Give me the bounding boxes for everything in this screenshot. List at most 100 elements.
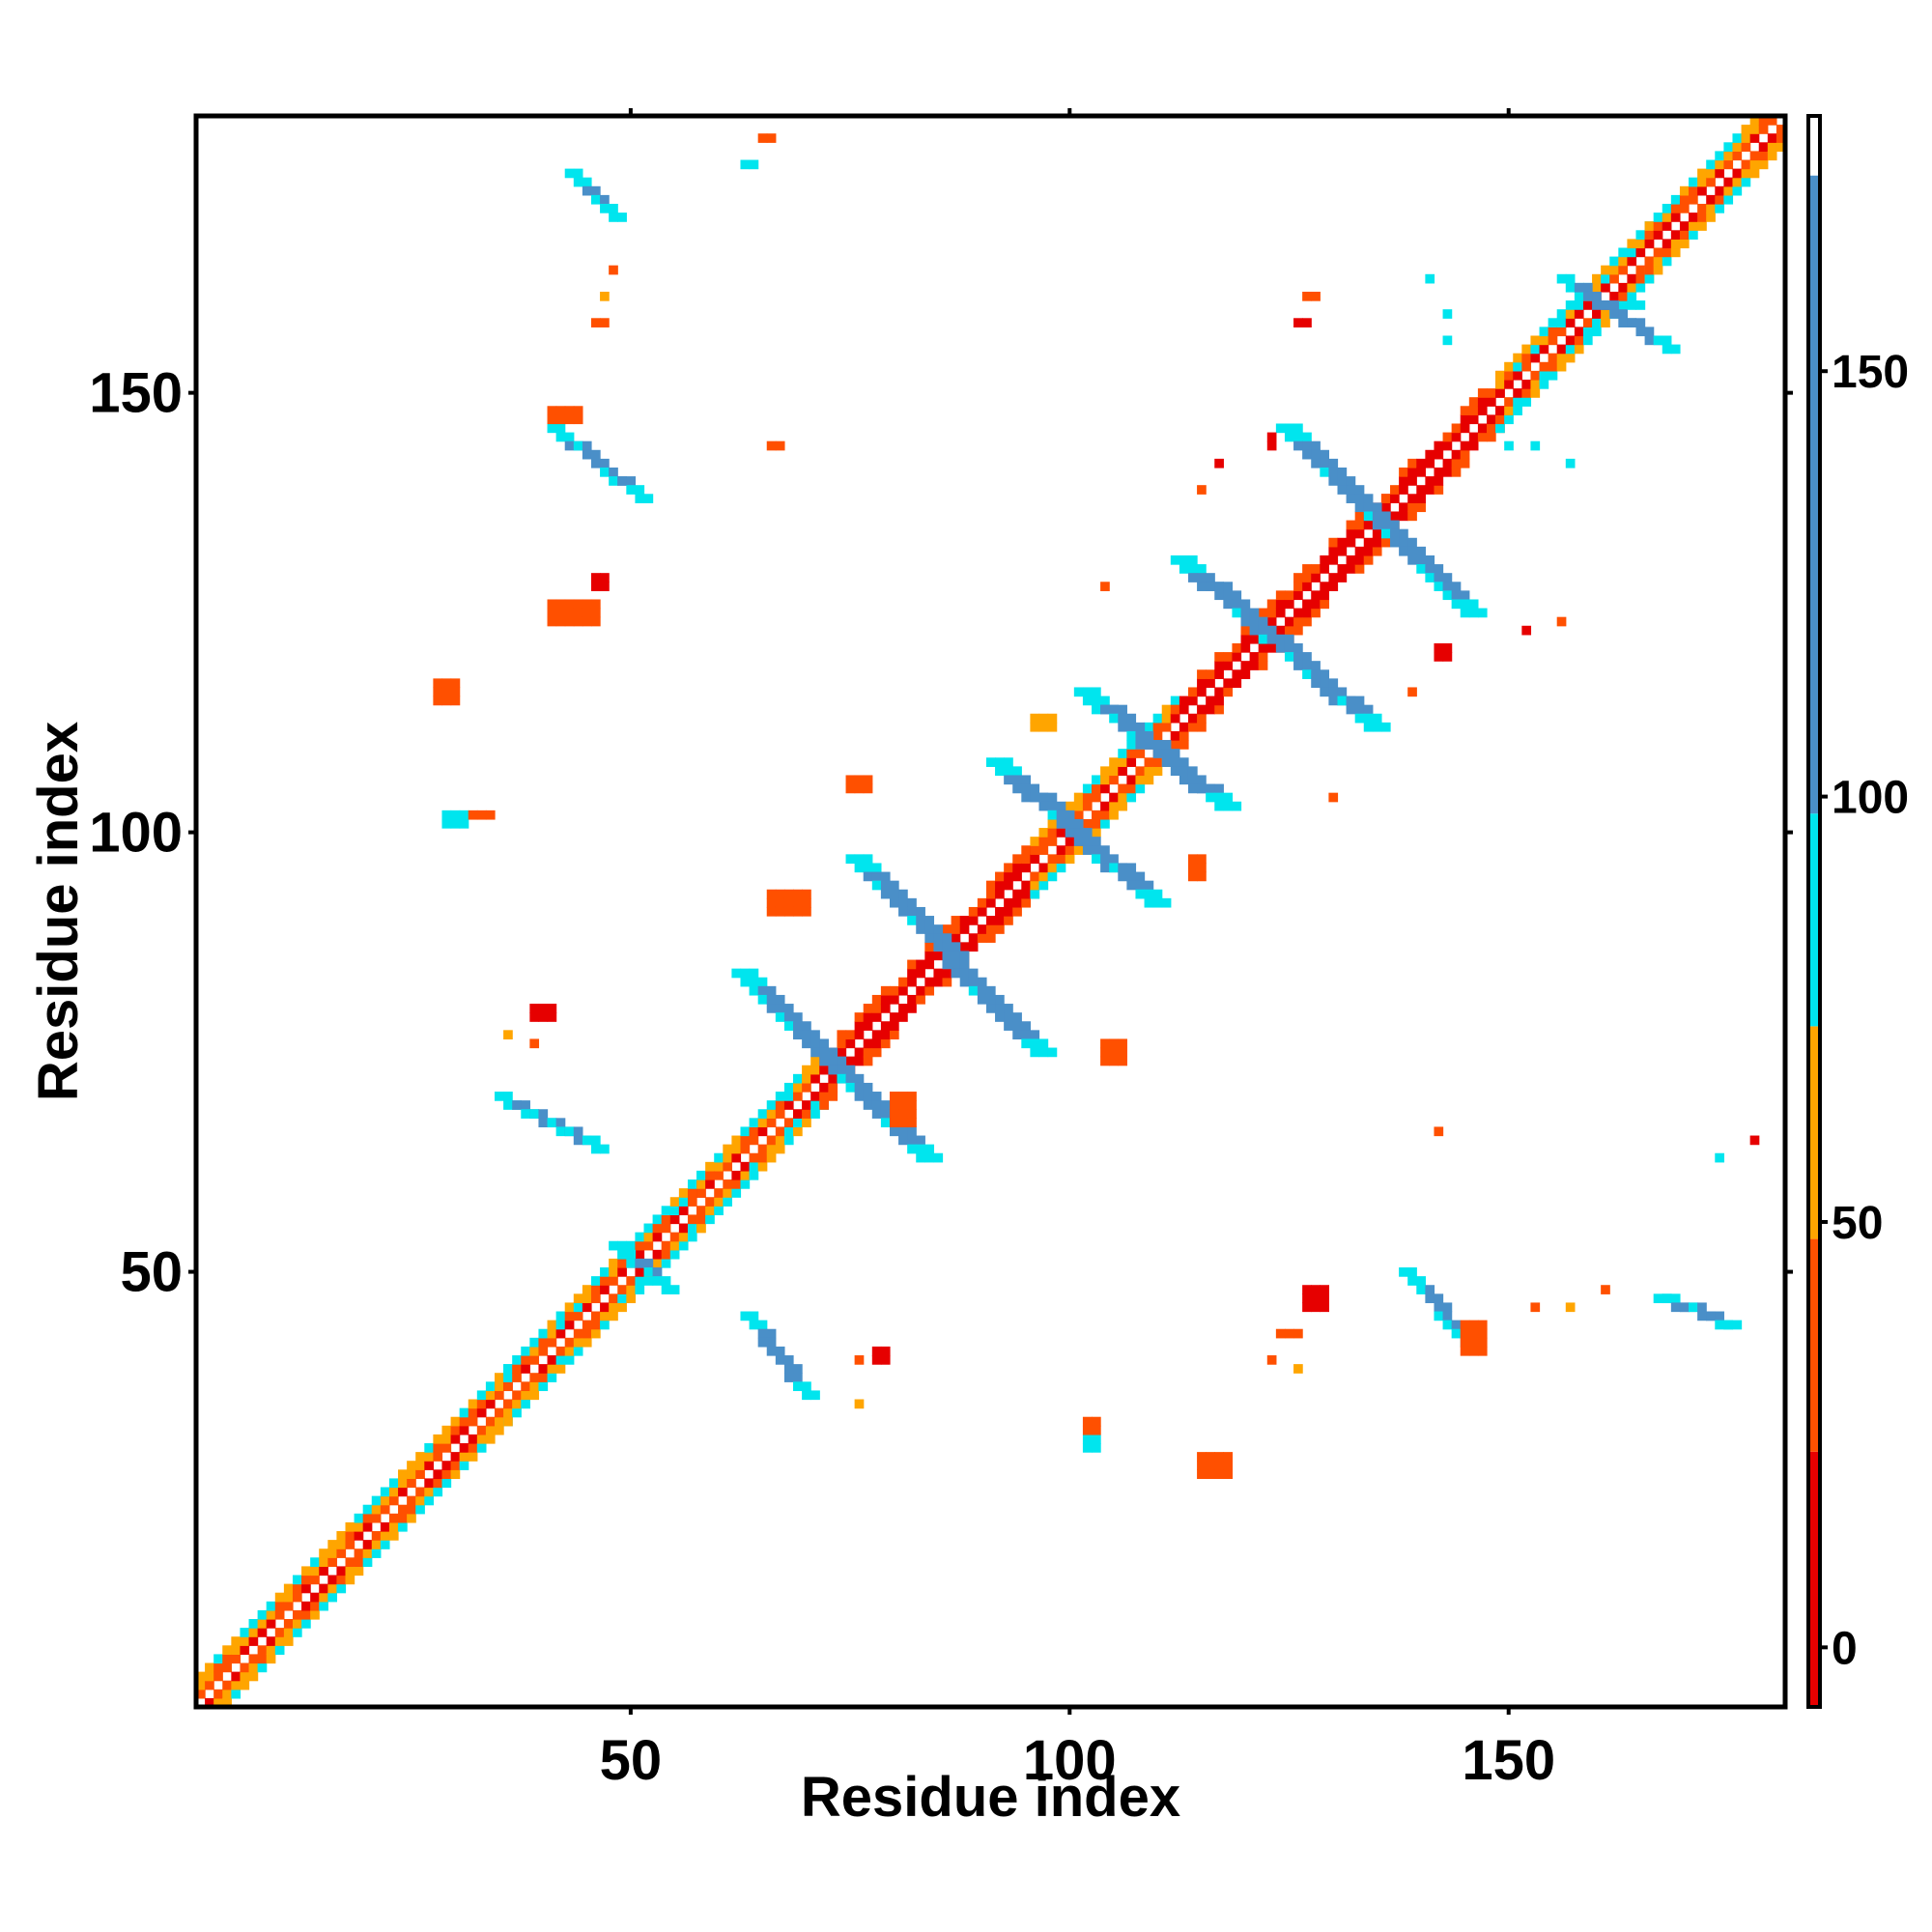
strand-contact-cell xyxy=(889,880,899,891)
diagonal-cell xyxy=(1407,458,1417,469)
diagonal-cell xyxy=(1468,432,1479,442)
diagonal-cell xyxy=(354,1513,364,1523)
contact-blob-cell xyxy=(1206,1461,1215,1470)
diagonal-cell xyxy=(924,951,935,961)
strand-contact-cell xyxy=(1012,1021,1022,1031)
diagonal-cell xyxy=(1556,318,1567,327)
diagonal-cell xyxy=(1092,818,1101,829)
diagonal-cell xyxy=(854,1047,865,1058)
strand-contact-cell xyxy=(1004,1004,1013,1013)
strand-contact-cell xyxy=(1187,554,1198,565)
contact-blob-cell xyxy=(1601,1285,1610,1294)
diagonal-cell xyxy=(529,1373,540,1382)
contact-blob-cell xyxy=(573,599,583,610)
contact-blob-cell xyxy=(775,440,785,451)
contact-blob-cell xyxy=(1206,1469,1215,1480)
diagonal-cell xyxy=(705,1206,715,1216)
strand-contact-cell xyxy=(1354,485,1365,495)
contact-blob-cell xyxy=(582,599,592,610)
diagonal-cell xyxy=(1092,810,1101,820)
diagonal-cell xyxy=(1741,125,1751,134)
strand-contact-cell xyxy=(521,1109,530,1119)
strand-contact-cell xyxy=(871,871,882,882)
contact-blob-cell xyxy=(1223,1461,1234,1470)
strand-contact-cell xyxy=(1320,669,1330,679)
diagonal-cell xyxy=(1565,300,1576,310)
strand-contact-cell xyxy=(1635,318,1646,327)
diagonal-cell xyxy=(837,1030,847,1040)
diagonal-cell xyxy=(301,1619,311,1629)
diagonal-cell xyxy=(283,1592,294,1603)
diagonal-cell xyxy=(968,933,979,943)
diagonal-cell xyxy=(766,1109,777,1119)
diagonal-cell xyxy=(1574,327,1584,337)
strand-contact-cell xyxy=(1346,704,1356,715)
diagonal-cell xyxy=(468,1416,478,1427)
diagonal-cell xyxy=(1644,230,1655,240)
strand-contact-cell xyxy=(652,1267,663,1277)
strand-contact-cell xyxy=(1372,511,1382,522)
strand-contact-cell xyxy=(1047,1047,1058,1058)
contact-blob-cell xyxy=(582,608,592,618)
diagonal-cell xyxy=(1662,239,1672,249)
strand-contact-cell xyxy=(1082,845,1093,855)
strand-contact-cell xyxy=(1565,273,1576,284)
diagonal-cell xyxy=(1187,687,1198,697)
diagonal-cell xyxy=(661,1214,671,1225)
diagonal-cell xyxy=(1073,792,1084,803)
diagonal-cell xyxy=(441,1469,452,1480)
diagonal-cell xyxy=(1126,740,1137,750)
diagonal-cell xyxy=(1662,213,1672,222)
diagonal-cell xyxy=(1214,696,1224,706)
diagonal-cell xyxy=(1679,221,1690,231)
diagonal-cell xyxy=(398,1478,408,1489)
diagonal-cell xyxy=(609,1293,618,1304)
diagonal-cell xyxy=(1662,256,1672,267)
diagonal-cell xyxy=(231,1671,242,1682)
contact-blob-cell xyxy=(468,810,478,820)
diagonal-cell xyxy=(529,1390,540,1401)
diagonal-cell xyxy=(951,924,961,934)
diagonal-cell xyxy=(1030,889,1040,899)
diagonal-cell xyxy=(362,1548,373,1558)
contact-blob-cell xyxy=(459,818,469,829)
diagonal-cell xyxy=(757,1126,768,1137)
diagonal-cell xyxy=(564,1320,575,1330)
strand-contact-cell xyxy=(863,854,873,865)
diagonal-cell xyxy=(196,1671,206,1682)
strand-contact-cell xyxy=(1346,494,1356,503)
strand-contact-cell xyxy=(1302,652,1312,662)
strand-contact-cell xyxy=(1653,335,1663,346)
contact-blob-cell xyxy=(1477,1337,1488,1348)
diagonal-cell xyxy=(1670,230,1681,240)
strand-contact-cell xyxy=(1223,582,1234,591)
strand-contact-cell xyxy=(1109,863,1119,873)
diagonal-cell xyxy=(985,933,996,943)
strand-contact-cell xyxy=(1170,749,1180,758)
contact-blob-cell xyxy=(433,678,443,689)
diagonal-cell xyxy=(1653,247,1663,258)
strand-contact-cell xyxy=(1442,590,1453,601)
strand-contact-cell xyxy=(1328,678,1339,689)
strand-contact-cell xyxy=(600,1144,610,1154)
contact-blob-cell xyxy=(1100,1047,1110,1058)
strand-contact-cell xyxy=(740,968,751,979)
diagonal-cell xyxy=(388,1521,399,1532)
diagonal-cell xyxy=(1047,854,1058,865)
diagonal-cell xyxy=(1407,476,1417,486)
diagonal-cell xyxy=(968,916,979,925)
colorbar-tick-label: 150 xyxy=(1832,347,1909,398)
strand-contact-cell xyxy=(1092,704,1101,715)
diagonal-cell xyxy=(283,1601,294,1611)
diagonal-cell xyxy=(1100,810,1110,820)
strand-contact-cell xyxy=(968,968,979,979)
diagonal-cell xyxy=(529,1355,540,1365)
contact-blob-cell xyxy=(1311,291,1321,301)
strand-contact-cell xyxy=(1144,897,1154,908)
strand-contact-cell xyxy=(1662,335,1672,346)
strand-contact-cell xyxy=(1293,423,1303,434)
strand-contact-cell xyxy=(1152,740,1163,750)
strand-contact-cell xyxy=(1416,1276,1426,1286)
diagonal-cell xyxy=(398,1487,408,1497)
diagonal-cell xyxy=(292,1609,302,1620)
